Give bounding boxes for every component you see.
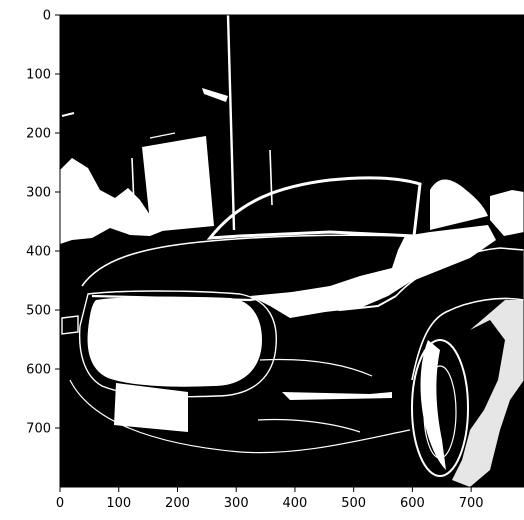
y-tick-label: 100 bbox=[26, 68, 51, 83]
scenery-right bbox=[490, 190, 524, 236]
pole-thin bbox=[269, 149, 273, 206]
bonnet-edge bbox=[81, 234, 409, 287]
pole-thin-2 bbox=[131, 157, 135, 206]
grille-outline bbox=[78, 290, 277, 398]
x-tick-label: 700 bbox=[459, 496, 484, 511]
x-tick-label: 400 bbox=[283, 496, 308, 511]
y-tick-label: 700 bbox=[26, 422, 51, 437]
x-tick-label: 600 bbox=[400, 496, 425, 511]
y-axis: 0 100 200 300 400 500 600 700 bbox=[26, 9, 60, 437]
y-tick-label: 200 bbox=[26, 127, 51, 142]
wheel-highlight bbox=[420, 340, 446, 470]
windshield bbox=[206, 176, 422, 240]
bumper-lines-3 bbox=[257, 418, 361, 433]
y-tick-label: 300 bbox=[26, 186, 51, 201]
pole-vertical bbox=[226, 15, 236, 231]
edge-image bbox=[60, 15, 524, 487]
signboard bbox=[142, 136, 214, 232]
headlight-line bbox=[261, 295, 397, 312]
street-lamp bbox=[202, 88, 228, 102]
x-tick-label: 100 bbox=[106, 496, 131, 511]
y-tick-label: 500 bbox=[26, 304, 51, 319]
front-wheel bbox=[411, 339, 469, 477]
left-bumper-detail bbox=[61, 315, 79, 335]
bumper-light bbox=[282, 392, 392, 400]
bumper-lines-2 bbox=[259, 358, 373, 377]
x-tick-label: 200 bbox=[165, 496, 190, 511]
pillar-highlight bbox=[430, 179, 488, 230]
grille bbox=[87, 296, 263, 387]
bonnet-reflection bbox=[250, 225, 496, 318]
y-tick-label: 0 bbox=[43, 9, 51, 24]
sign-left bbox=[61, 112, 75, 117]
bumper-lines bbox=[69, 379, 411, 454]
x-tick-label: 0 bbox=[56, 496, 64, 511]
scenery-right-lower bbox=[452, 300, 524, 487]
x-axis: 0 100 200 300 400 500 600 700 bbox=[56, 487, 484, 511]
x-tick-label: 500 bbox=[341, 496, 366, 511]
y-tick-label: 400 bbox=[26, 245, 51, 260]
scenery-left bbox=[60, 158, 165, 244]
wire bbox=[149, 132, 176, 139]
y-tick-label: 600 bbox=[26, 363, 51, 378]
car-side bbox=[395, 247, 524, 381]
license-plate bbox=[114, 383, 188, 432]
x-tick-label: 300 bbox=[224, 496, 249, 511]
